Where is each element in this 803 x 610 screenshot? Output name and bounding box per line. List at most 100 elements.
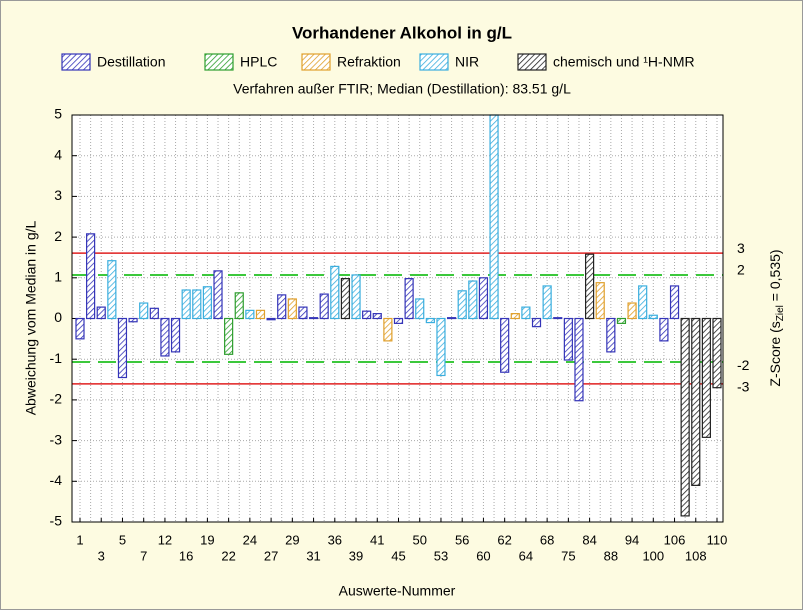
bar [415,298,425,320]
bar [500,317,510,373]
bar [574,317,584,402]
bar [627,302,637,320]
y2-tick-label: 2 [737,262,745,278]
legend-label: chemisch und ¹H-NMR [553,54,695,70]
bar [638,285,648,320]
bar [712,317,722,389]
bar [446,317,457,320]
bar [330,265,340,320]
y-tick-label: 3 [54,187,62,203]
legend-swatch [517,53,547,71]
bar [266,317,276,321]
y-tick-label: 2 [54,228,62,244]
y-tick-label: 0 [54,309,62,325]
x-tick-label: 19 [200,532,214,547]
chart-title: Vorhandener Alkohol in g/L [292,23,512,42]
y-tick-label: -5 [50,513,63,529]
bar [584,253,595,320]
legend-label: Refraktion [337,54,401,70]
x-axis-label: Auswerte-Nummer [339,583,456,599]
x-tick-label: 3 [98,548,105,563]
bar [701,317,711,438]
x-tick-label: 1 [76,532,83,547]
y-tick-label: -4 [50,472,63,488]
bar [478,277,489,320]
bar [277,294,287,320]
bar [160,317,170,357]
plot-frame [71,114,724,523]
plot-layer: -5-4-3-2-1012345-3-223135712161922242729… [50,106,750,564]
x-tick-label: 62 [497,532,511,547]
x-tick-label: 110 [707,532,728,547]
bar [340,278,351,320]
legend-swatch [204,53,234,71]
bar [553,317,563,320]
y2-tick-label: -2 [737,357,750,373]
legend-swatch [419,53,449,71]
x-tick-label: 50 [412,532,426,547]
bar [287,298,297,320]
x-tick-label: 106 [664,532,686,547]
y2-axis-label: Z-Score (sZiel = 0,535) [767,249,786,386]
x-tick-label: 12 [158,532,172,547]
x-tick-label: 45 [391,548,405,563]
x-tick-label: 75 [561,548,575,563]
bar [192,289,202,320]
bar [648,314,658,320]
y-tick-label: 1 [54,269,62,285]
bar [425,317,435,324]
bar [181,289,191,320]
x-tick-label: 29 [285,532,299,547]
x-tick-label: 31 [306,548,320,563]
bar [436,317,446,377]
bar [255,309,266,320]
x-tick-label: 84 [582,532,596,547]
bar [393,317,404,324]
bar [298,306,308,320]
legend-label: HPLC [240,54,277,70]
y2-label-sub: Ziel [775,305,786,321]
bar [362,310,372,320]
bar [351,274,361,320]
y-tick-label: -1 [50,350,63,366]
bar [616,317,627,324]
bar [489,114,499,320]
y2-tick-label: 3 [737,240,745,256]
y2-label-part: Z-Score (s [767,321,783,386]
x-tick-label: 36 [328,532,342,547]
x-tick-label: 53 [434,548,448,563]
y2-label-part: = 0,535) [767,249,783,305]
bar [691,317,701,486]
x-tick-label: 22 [221,548,235,563]
bar [680,317,690,517]
x-tick-label: 100 [642,548,664,563]
bar [468,280,478,320]
x-tick-label: 41 [370,532,384,547]
x-tick-label: 27 [264,548,278,563]
bar [202,286,212,320]
bar [170,317,181,353]
x-tick-label: 56 [455,532,469,547]
legend-swatch [61,53,91,71]
bar [521,306,531,320]
legend-label: NIR [455,54,479,70]
bar [234,292,244,320]
bar [510,313,520,320]
bar [595,282,605,320]
y2-tick-label: -3 [737,379,750,395]
bar [669,285,680,320]
x-tick-label: 16 [179,548,193,563]
bar [117,317,128,379]
bar [383,317,393,342]
x-tick-label: 68 [540,532,554,547]
legend-swatch [301,53,331,71]
legend-label: Destillation [97,54,165,70]
bar [86,233,96,320]
bar [372,313,382,320]
x-tick-label: 24 [243,532,257,547]
y-tick-label: 5 [54,106,62,122]
bar [531,317,542,328]
bar [139,302,149,320]
bar [606,317,616,353]
